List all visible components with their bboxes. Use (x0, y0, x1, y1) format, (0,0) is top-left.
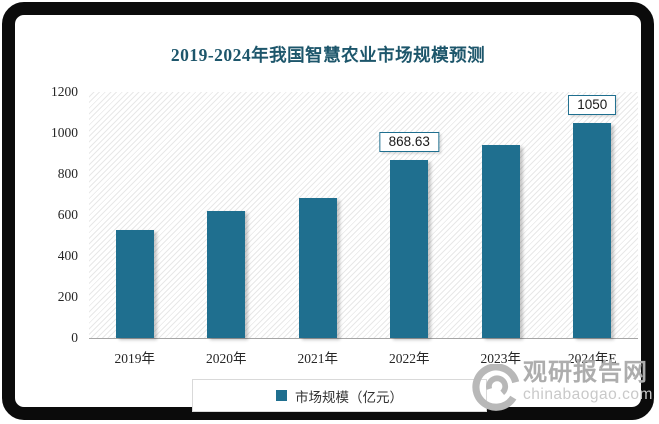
x-tick-label-2021年: 2021年 (297, 351, 339, 366)
bar-value-label-2022年: 868.63 (379, 132, 439, 152)
y-tick-label-800: 800 (57, 166, 78, 181)
x-tick-label-2022年: 2022年 (389, 351, 430, 366)
y-tick-label-400: 400 (57, 248, 78, 263)
x-tick-label-2019年: 2019年 (114, 351, 156, 366)
y-tick-label-1000: 1000 (51, 125, 78, 140)
plot-area: 868.63 1050 (89, 92, 638, 339)
y-tick-label-1200: 1200 (51, 84, 78, 99)
bar-2024年E (573, 123, 612, 338)
watermark-site-url: chinabaogao.com (523, 386, 653, 403)
y-axis: 0 200 400 600 800 1000 1200 (15, 84, 78, 345)
x-axis: 2019年 2020年 2021年 2022年 2023年 2024年E (89, 347, 638, 367)
bar-2019年 (115, 230, 154, 338)
bar-2023年 (481, 145, 520, 338)
chart-title: 2019-2024年我国智慧农业市场规模预测 (170, 45, 486, 65)
legend: 市场规模（亿元） (192, 379, 487, 412)
chart-frame: 2019-2024年我国智慧农业市场规模预测 0 200 400 600 800 1000… (2, 2, 654, 420)
watermark-site-name: 观研报告网 (523, 359, 648, 386)
bar-2020年 (207, 211, 246, 338)
y-tick-label-200: 200 (57, 289, 78, 304)
x-tick-label-2024年E: 2024年E (567, 351, 617, 366)
watermark: 观研报告网 chinabaogao.com (471, 359, 659, 415)
y-tick-label-0: 0 (71, 330, 78, 345)
x-tick-label-2023年: 2023年 (480, 351, 522, 366)
x-tick-label-2020年: 2020年 (206, 351, 247, 366)
chinabaogao-logo-icon (472, 364, 520, 411)
bar-2021年 (298, 198, 337, 338)
y-tick-label-600: 600 (57, 207, 78, 222)
legend-label: 市场规模（亿元） (295, 389, 403, 405)
legend-marker-icon (276, 390, 287, 401)
bar-value-label-2024年E: 1050 (568, 95, 617, 115)
bar-2022年 (390, 160, 429, 338)
